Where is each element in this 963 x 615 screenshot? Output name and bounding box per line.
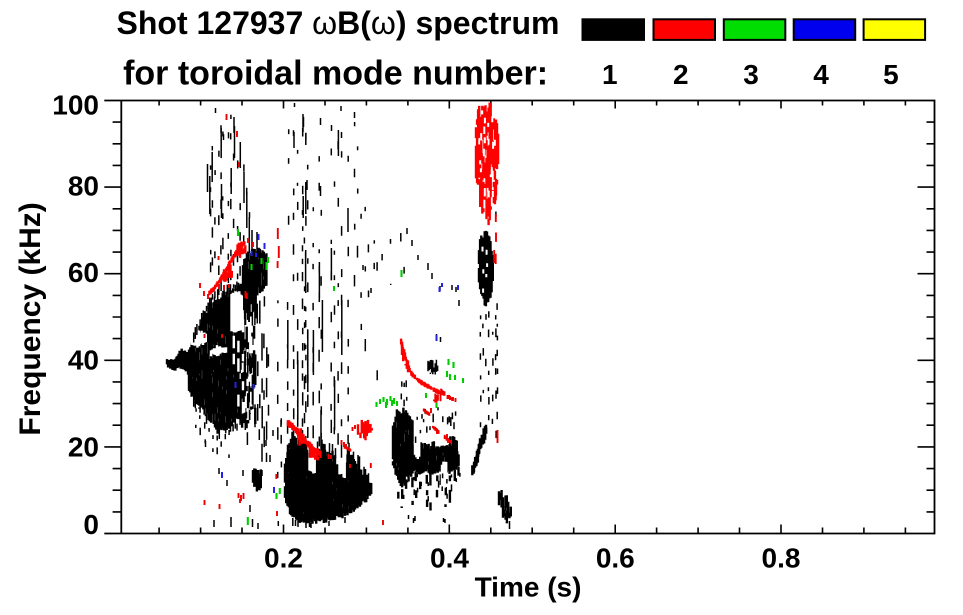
svg-text:0.2: 0.2 — [264, 543, 303, 574]
svg-text:0: 0 — [83, 509, 99, 540]
svg-text:20: 20 — [68, 431, 99, 462]
svg-text:Frequency (kHz): Frequency (kHz) — [14, 202, 47, 435]
svg-text:1: 1 — [602, 59, 618, 90]
svg-text:3: 3 — [743, 59, 759, 90]
svg-text:100: 100 — [52, 90, 99, 121]
svg-text:Time (s): Time (s) — [475, 572, 582, 603]
svg-text:0.4: 0.4 — [430, 543, 469, 574]
svg-text:2: 2 — [673, 59, 689, 90]
svg-text:80: 80 — [68, 170, 99, 201]
svg-text:for toroidal mode number:: for toroidal mode number: — [123, 55, 548, 93]
svg-text:Shot 127937 ωB(ω) spectrum: Shot 127937 ωB(ω) spectrum — [117, 5, 560, 41]
svg-text:4: 4 — [813, 59, 829, 90]
svg-text:60: 60 — [68, 257, 99, 288]
svg-text:40: 40 — [68, 345, 99, 376]
svg-text:0.6: 0.6 — [596, 543, 635, 574]
svg-text:5: 5 — [883, 59, 899, 90]
svg-text:0.8: 0.8 — [762, 543, 801, 574]
